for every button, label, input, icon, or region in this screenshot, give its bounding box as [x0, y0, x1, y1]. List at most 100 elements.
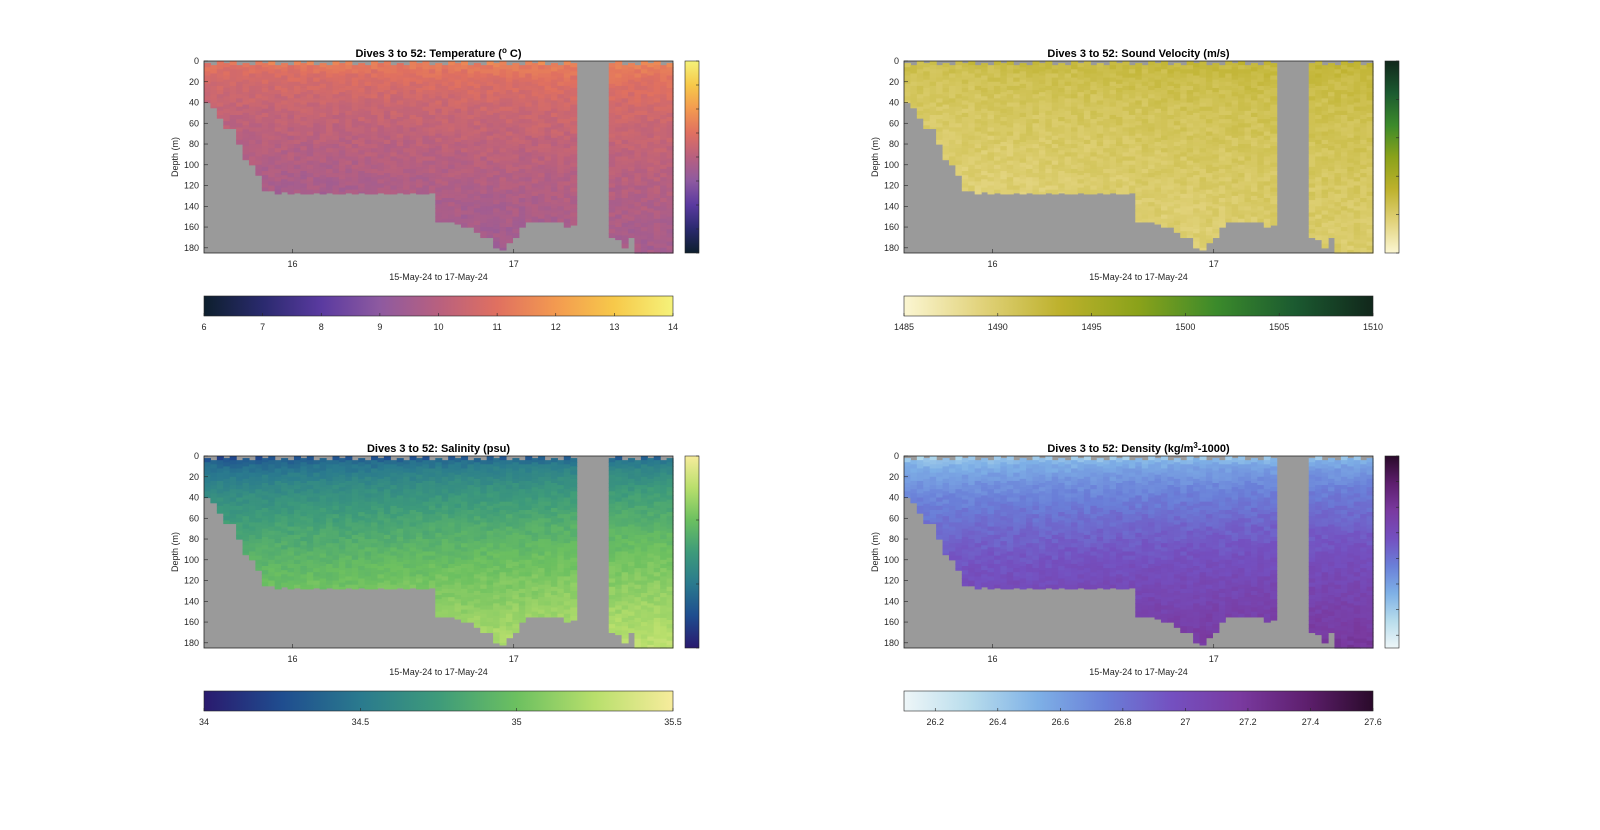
heatmap-cell — [216, 90, 224, 95]
heatmap-cell — [1109, 69, 1117, 75]
heatmap-cell — [242, 503, 250, 509]
heatmap-cell — [1058, 96, 1066, 102]
heatmap-cell — [1340, 94, 1348, 99]
heatmap-cell — [467, 110, 475, 116]
heatmap-cell — [1019, 129, 1027, 135]
heatmap-cell — [435, 146, 443, 151]
heatmap-cell — [1250, 137, 1258, 143]
heatmap-cell — [570, 125, 578, 131]
heatmap-cell — [653, 77, 661, 83]
heatmap-cell — [1199, 127, 1207, 133]
heatmap-cell — [1096, 179, 1104, 185]
heatmap-cell — [204, 458, 212, 463]
heatmap-cell — [1032, 127, 1040, 133]
heatmap-cell — [1340, 227, 1348, 232]
heatmap-cell — [454, 104, 462, 110]
heatmap-cell — [242, 79, 250, 85]
heatmap-cell — [1038, 141, 1046, 147]
heatmap-cell — [409, 77, 417, 83]
heatmap-cell — [1238, 177, 1246, 182]
heatmap-cell — [1315, 114, 1323, 120]
heatmap-cell — [1340, 206, 1348, 212]
heatmap-cell — [229, 61, 237, 66]
heatmap-cell — [628, 150, 636, 155]
heatmap-cell — [1032, 85, 1040, 91]
heatmap-cell — [460, 185, 469, 191]
heatmap-cell — [204, 495, 212, 499]
heatmap-cell — [1000, 179, 1008, 185]
heatmap-cell — [955, 139, 963, 145]
heatmap-cell — [1328, 100, 1336, 106]
heatmap-cell — [1263, 94, 1271, 99]
heatmap-cell — [1263, 144, 1271, 149]
heatmap-cell — [435, 79, 443, 85]
heatmap-cell — [229, 522, 237, 525]
heatmap-cell — [993, 106, 1001, 112]
heatmap-cell — [1141, 123, 1149, 129]
heatmap-cell — [1090, 152, 1098, 158]
heatmap-cell — [1077, 87, 1085, 93]
heatmap-cell — [499, 73, 507, 79]
heatmap-cell — [499, 239, 507, 245]
heatmap-cell — [505, 98, 513, 104]
heatmap-cell — [1321, 77, 1329, 83]
heatmap-cell — [242, 478, 250, 484]
heatmap-cell — [448, 77, 456, 83]
heatmap-cell — [993, 131, 1001, 137]
heatmap-cell — [531, 129, 539, 135]
heatmap-cell — [1026, 144, 1034, 149]
heatmap-cell — [1154, 108, 1162, 114]
heatmap-cell — [1321, 193, 1329, 199]
heatmap-cell — [1109, 85, 1117, 91]
heatmap-cell — [1250, 191, 1258, 197]
heatmap-cell — [1257, 119, 1265, 124]
heatmap-cell — [454, 154, 462, 160]
heatmap-cell — [1321, 90, 1329, 95]
heatmap-cell — [403, 85, 411, 91]
heatmap-cell — [1135, 71, 1143, 77]
heatmap-cell — [1250, 208, 1258, 214]
heatmap-cell — [608, 92, 616, 97]
heatmap-cell — [1366, 171, 1374, 176]
heatmap-cell — [608, 146, 616, 151]
heatmap-cell — [1116, 146, 1124, 151]
heatmap-cell — [531, 171, 539, 176]
heatmap-cell — [268, 127, 276, 133]
heatmap-cell — [1360, 222, 1368, 228]
heatmap-cell — [666, 121, 674, 126]
heatmap-cell — [338, 179, 346, 185]
heatmap-cell — [666, 129, 674, 135]
heatmap-cell — [512, 204, 520, 209]
heatmap-cell — [1051, 85, 1059, 91]
heatmap-cell — [1212, 104, 1220, 110]
heatmap-cell — [666, 200, 674, 205]
heatmap-cell — [647, 125, 655, 131]
heatmap-cell — [371, 119, 379, 124]
heatmap-cell — [383, 148, 391, 153]
heatmap-cell — [1257, 189, 1265, 195]
heatmap-cell — [1141, 65, 1149, 70]
heatmap-cell — [621, 110, 629, 116]
heatmap-cell — [1026, 189, 1034, 194]
heatmap-cell — [1244, 90, 1252, 95]
heatmap-cell — [1218, 156, 1226, 162]
heatmap-cell — [621, 148, 629, 153]
heatmap-cell — [1173, 216, 1181, 222]
heatmap-cell — [563, 152, 571, 158]
heatmap-cell — [281, 162, 289, 168]
heatmap-cell — [248, 464, 256, 470]
heatmap-cell — [306, 173, 314, 178]
heatmap-cell — [981, 108, 989, 114]
heatmap-cell — [987, 152, 995, 158]
heatmap-cell — [987, 98, 995, 104]
heatmap-cell — [1071, 85, 1079, 91]
heatmap-cell — [1045, 61, 1053, 66]
heatmap-cell — [416, 183, 424, 189]
heatmap-cell — [1353, 177, 1361, 182]
heatmap-cell — [306, 127, 314, 133]
heatmap-cell — [383, 185, 391, 191]
heatmap-cell — [653, 210, 661, 216]
heatmap-cell — [961, 179, 969, 185]
heatmap-cell — [518, 177, 526, 182]
heatmap-cell — [255, 464, 263, 470]
